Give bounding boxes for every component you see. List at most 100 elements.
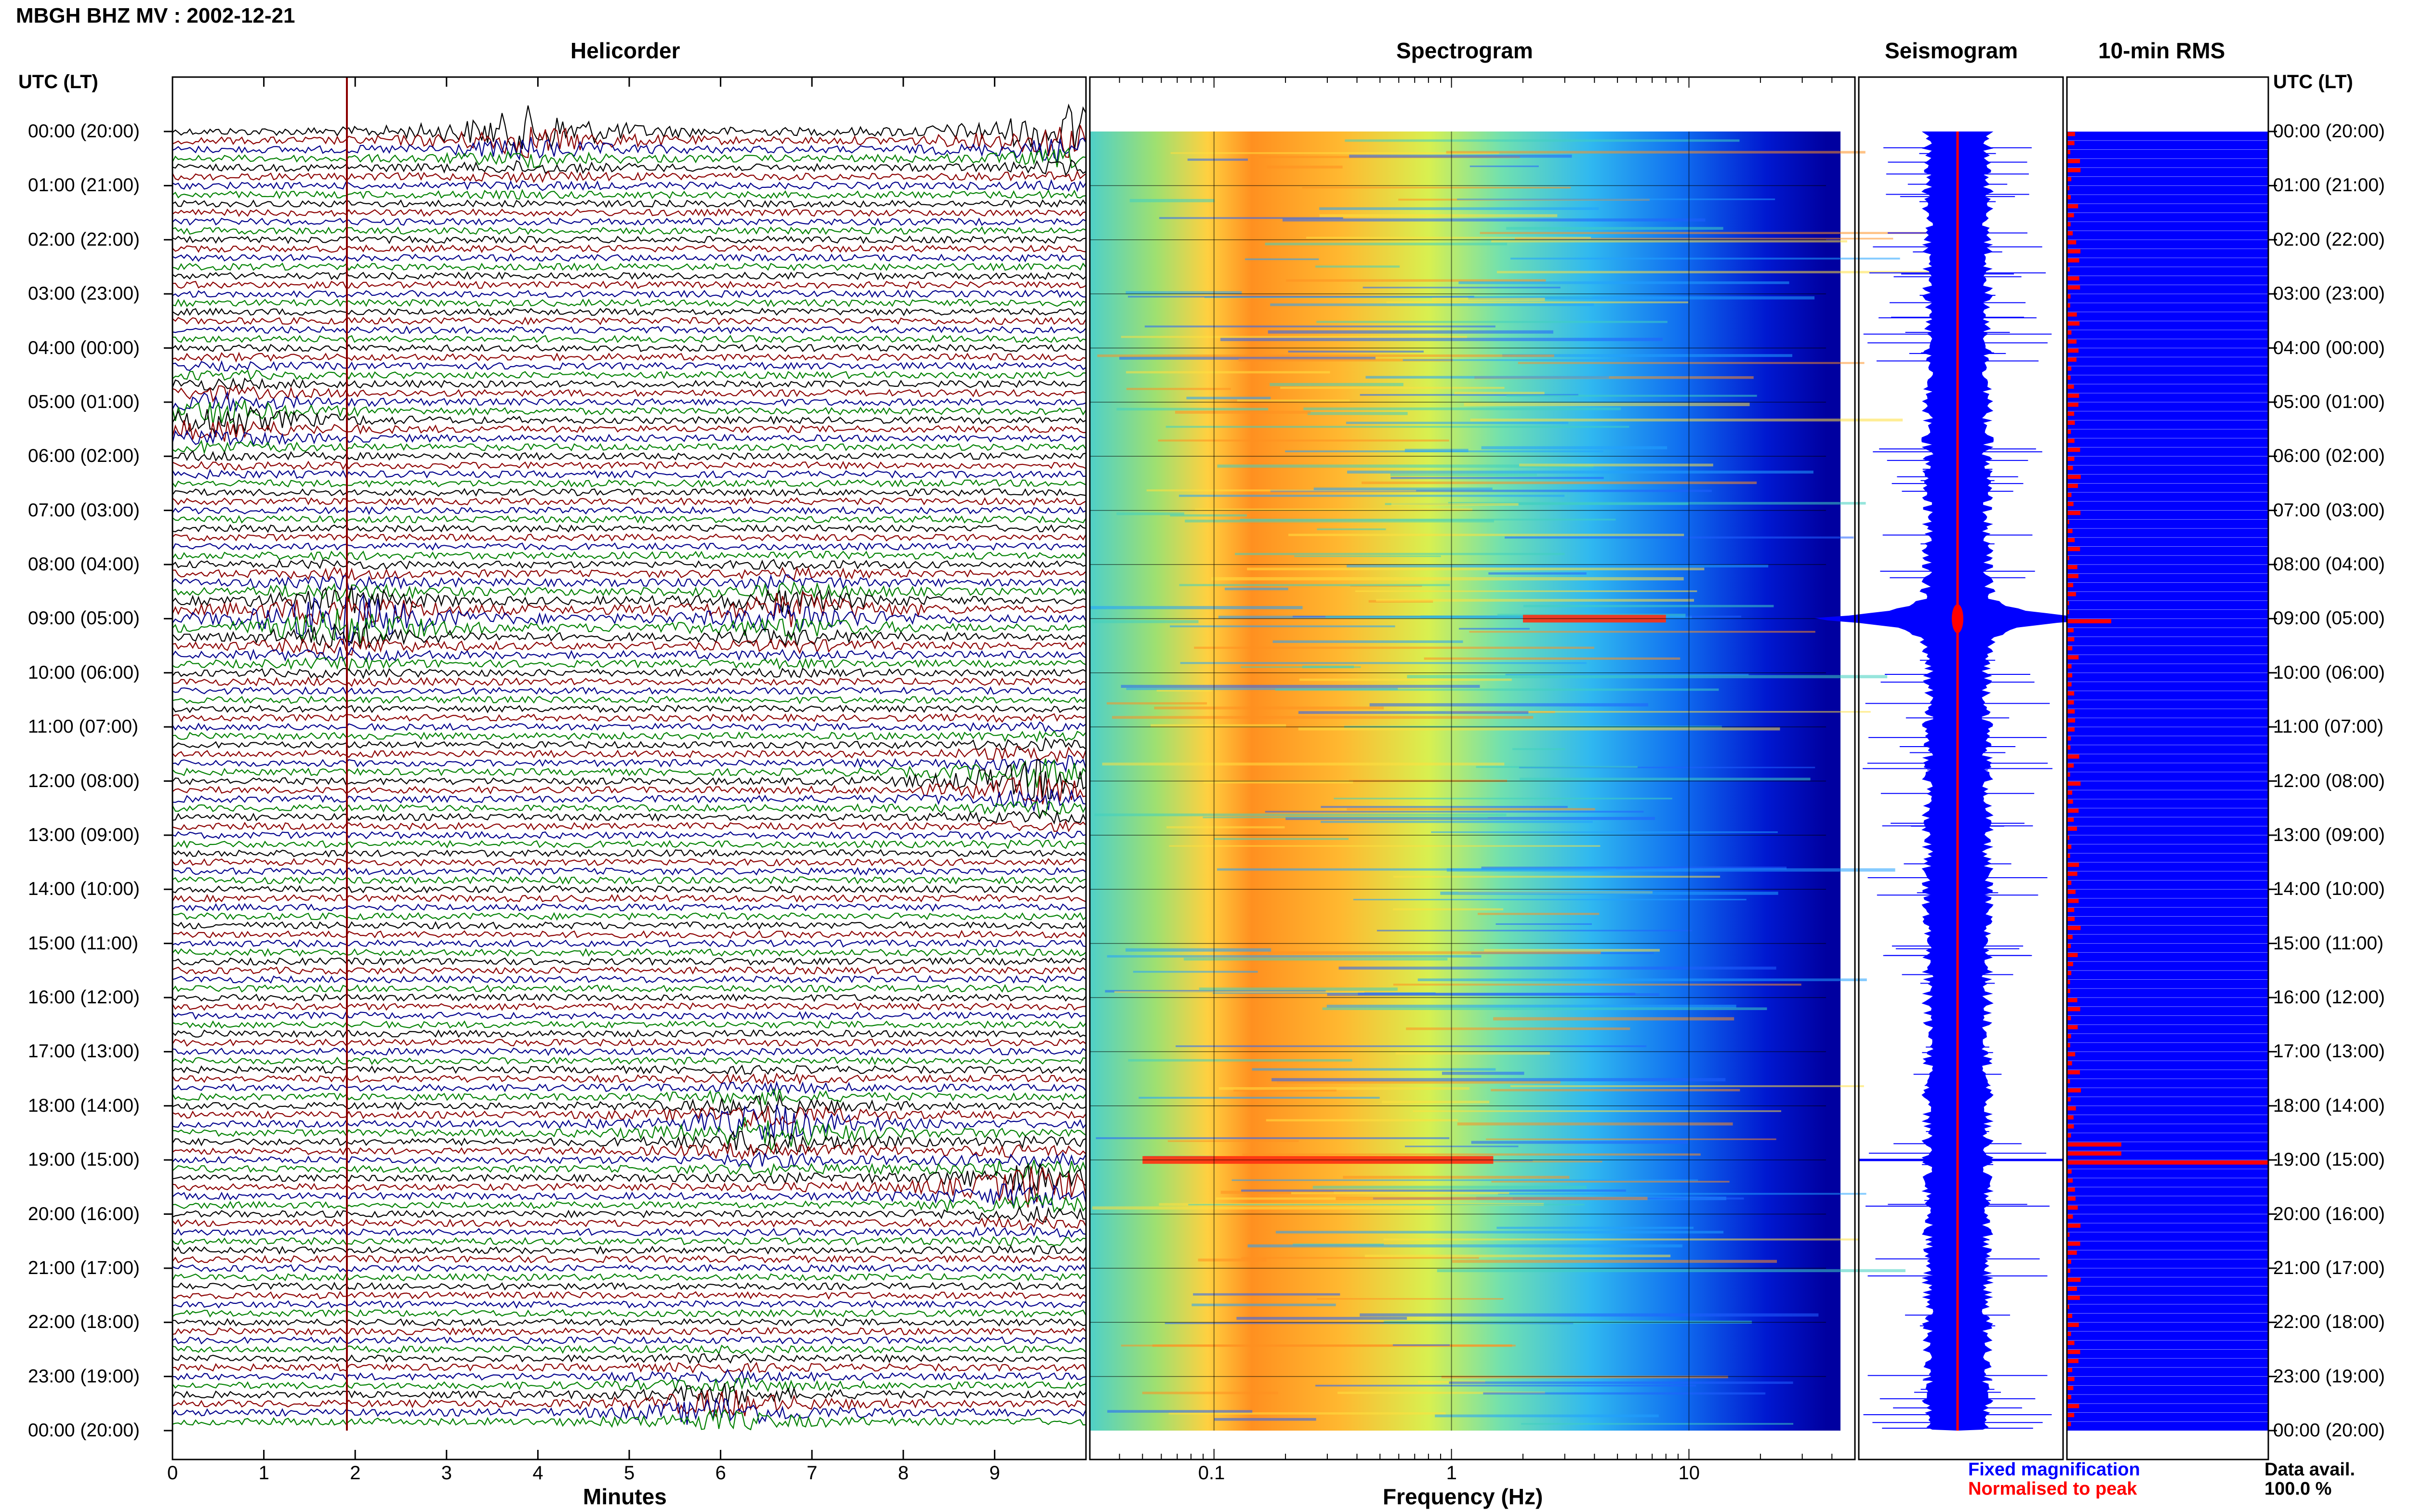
helicorder-trace bbox=[172, 1142, 1086, 1161]
spectrogram-streak bbox=[1270, 489, 1712, 492]
helicorder-trace bbox=[172, 1281, 1086, 1291]
helicorder-trace bbox=[172, 1273, 1086, 1282]
helicorder-trace bbox=[172, 533, 1086, 542]
helicorder-trace bbox=[172, 450, 1086, 462]
spectrogram-streak bbox=[1224, 587, 1288, 591]
rms-bar bbox=[2067, 646, 2073, 651]
time-label-left: 06:00 (02:00) bbox=[28, 446, 140, 467]
spectrogram-streak bbox=[1334, 798, 1672, 800]
spectrogram-streak bbox=[1506, 394, 1757, 397]
spectrogram-streak bbox=[1112, 716, 1534, 719]
rms-bar bbox=[2067, 1377, 2075, 1381]
rms-bar bbox=[2067, 637, 2075, 642]
data-avail-label: Data avail. bbox=[2264, 1459, 2355, 1480]
spectrogram-streak bbox=[1481, 867, 1787, 870]
helicorder-trace bbox=[172, 885, 1086, 894]
rms-bar bbox=[2067, 754, 2079, 759]
time-label-right: 22:00 (18:00) bbox=[2273, 1312, 2385, 1333]
spectrogram-streak bbox=[1515, 237, 1893, 240]
spectrogram-streak bbox=[1360, 394, 1578, 396]
seismogram-title: Seismogram bbox=[1885, 38, 2018, 63]
helicorder-trace bbox=[172, 754, 1087, 775]
rms-bar bbox=[2067, 1395, 2071, 1399]
helicorder-trace bbox=[172, 1383, 1086, 1406]
helicorder-trace bbox=[172, 656, 1086, 671]
helicorder-trace bbox=[172, 948, 1086, 957]
time-label-right: 20:00 (16:00) bbox=[2273, 1203, 2385, 1224]
helicorder-trace bbox=[172, 646, 1086, 663]
spectrogram-tick-label: 1 bbox=[1446, 1462, 1457, 1484]
rms-bar bbox=[2067, 177, 2072, 182]
spectrogram-streak bbox=[1116, 408, 1269, 411]
spectrogram-streak bbox=[1319, 207, 1599, 210]
spectrogram-streak bbox=[1307, 412, 1408, 415]
helicorder-trace bbox=[172, 468, 1086, 480]
time-label-left: 02:00 (22:00) bbox=[28, 229, 140, 250]
spectrogram-streak bbox=[1291, 1192, 1509, 1195]
spectrogram-streak bbox=[1496, 1226, 1694, 1229]
helicorder-trace bbox=[172, 984, 1086, 993]
rms-bar bbox=[2067, 745, 2071, 750]
spectrogram-streak bbox=[1483, 1392, 1766, 1395]
spectrogram-streak bbox=[1294, 555, 1441, 557]
helicorder-trace bbox=[172, 912, 1086, 921]
time-label-right: 23:00 (19:00) bbox=[2273, 1366, 2385, 1387]
rms-bar bbox=[2067, 1016, 2071, 1021]
spectrogram-streak bbox=[1170, 514, 1247, 517]
rms-bar bbox=[2067, 718, 2075, 723]
spectrogram-streak bbox=[1126, 388, 1231, 390]
helicorder-trace bbox=[172, 695, 1086, 705]
helicorder-trace bbox=[172, 487, 1086, 497]
rms-bar bbox=[2067, 384, 2074, 389]
rms-bar bbox=[2067, 1404, 2079, 1408]
time-label-right: 12:00 (08:00) bbox=[2273, 770, 2385, 791]
helicorder-trace bbox=[172, 839, 1086, 850]
seismogram-plot bbox=[1814, 131, 2101, 1431]
rms-bar bbox=[2067, 1187, 2075, 1192]
spectrogram-streak bbox=[1360, 1313, 1819, 1317]
spectrogram-title: Spectrogram bbox=[1396, 38, 1533, 63]
spectrogram-streak bbox=[1285, 450, 1603, 452]
spectrogram-streak bbox=[1458, 628, 1530, 630]
helicorder-trace bbox=[172, 188, 1086, 200]
spectrogram-streak bbox=[1247, 1244, 1683, 1248]
rms-bar bbox=[2067, 664, 2072, 669]
spectrogram-streak bbox=[1326, 1004, 1736, 1008]
rms-bar bbox=[2067, 430, 2071, 434]
rms-bar bbox=[2067, 1178, 2073, 1183]
rms-bar bbox=[2067, 907, 2075, 912]
spectrogram-streak bbox=[1510, 1085, 1864, 1087]
time-label-left: 10:00 (06:00) bbox=[28, 662, 140, 683]
spectrogram-streak bbox=[1505, 673, 1749, 676]
spectrogram-streak bbox=[1217, 868, 1616, 871]
spectrogram-streak bbox=[1175, 410, 1311, 414]
rms-bar bbox=[2067, 556, 2069, 560]
helicorder-trace bbox=[172, 1361, 1086, 1374]
helicorder-trace bbox=[172, 776, 1086, 805]
helicorder-trace bbox=[172, 1130, 1086, 1155]
spectrogram-streak bbox=[1126, 371, 1330, 374]
rms-bar bbox=[2067, 1331, 2071, 1336]
spectrogram-streak bbox=[1176, 1045, 1647, 1047]
rms-bar bbox=[2067, 610, 2069, 615]
spectrogram-streak bbox=[1133, 971, 1258, 973]
helicorder-trace bbox=[172, 957, 1086, 966]
spectrogram-streak bbox=[1317, 528, 1386, 530]
helicorder-trace bbox=[172, 867, 1086, 876]
spectrogram-streak bbox=[1319, 214, 1558, 217]
helicorder-xlabel: Minutes bbox=[583, 1484, 667, 1509]
helicorder-trace bbox=[172, 316, 1086, 326]
helicorder-trace bbox=[172, 159, 1086, 177]
rms-bar bbox=[2067, 1314, 2073, 1318]
time-label-right: 05:00 (01:00) bbox=[2273, 391, 2385, 412]
spectrogram-streak bbox=[1496, 923, 1592, 925]
spectrogram-streak bbox=[1355, 590, 1697, 592]
helicorder-trace bbox=[172, 199, 1086, 208]
helicorder-trace bbox=[172, 325, 1086, 335]
spectrogram-streak bbox=[1288, 350, 1424, 353]
spectrogram-streak bbox=[1336, 1196, 1648, 1200]
spectrogram-streak bbox=[1233, 1088, 1337, 1091]
spectrogram-streak bbox=[1151, 724, 1286, 728]
helicorder-trace bbox=[172, 920, 1086, 930]
rms-bar bbox=[2067, 898, 2079, 903]
